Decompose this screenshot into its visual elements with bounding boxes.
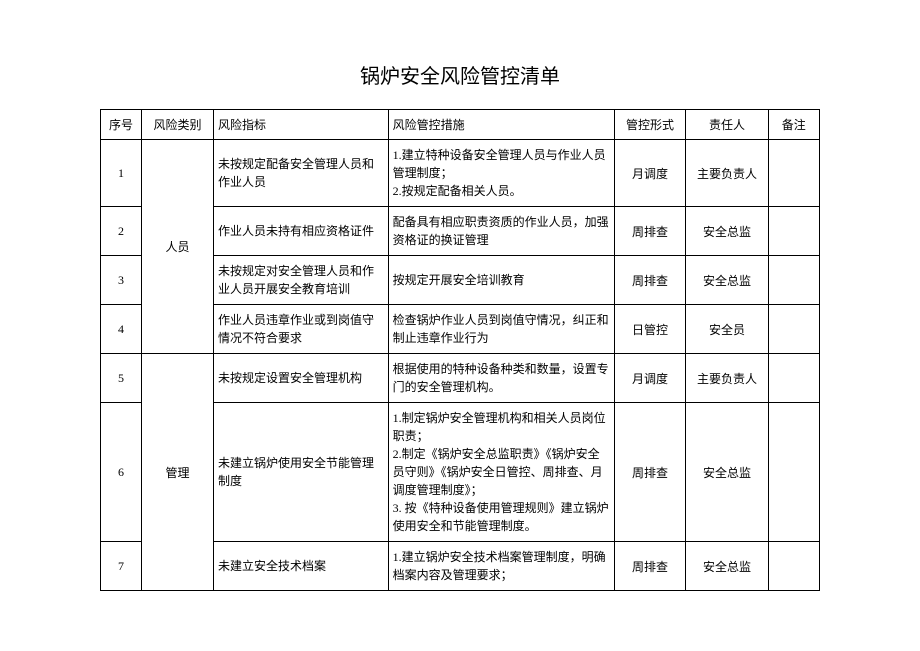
cell-seq: 6 xyxy=(101,403,142,542)
header-seq: 序号 xyxy=(101,110,142,140)
cell-note xyxy=(768,354,819,403)
cell-category-personnel: 人员 xyxy=(142,140,214,354)
cell-person: 安全总监 xyxy=(686,542,768,591)
cell-measure: 按规定开展安全培训教育 xyxy=(388,256,614,305)
cell-form: 月调度 xyxy=(614,140,686,207)
risk-control-table: 序号 风险类别 风险指标 风险管控措施 管控形式 责任人 备注 1 人员 未按规… xyxy=(100,109,820,591)
cell-seq: 7 xyxy=(101,542,142,591)
cell-seq: 4 xyxy=(101,305,142,354)
header-person: 责任人 xyxy=(686,110,768,140)
cell-note xyxy=(768,207,819,256)
cell-form: 月调度 xyxy=(614,354,686,403)
cell-form: 周排查 xyxy=(614,207,686,256)
cell-person: 安全总监 xyxy=(686,207,768,256)
cell-seq: 5 xyxy=(101,354,142,403)
cell-measure: 检查锅炉作业人员到岗值守情况，纠正和制止违章作业行为 xyxy=(388,305,614,354)
cell-form: 周排查 xyxy=(614,256,686,305)
cell-form: 周排查 xyxy=(614,403,686,542)
cell-note xyxy=(768,305,819,354)
cell-measure: 根据使用的特种设备种类和数量，设置专门的安全管理机构。 xyxy=(388,354,614,403)
cell-form: 周排查 xyxy=(614,542,686,591)
cell-person: 主要负责人 xyxy=(686,140,768,207)
cell-measure: 1.建立特种设备安全管理人员与作业人员管理制度；2.按规定配备相关人员。 xyxy=(388,140,614,207)
cell-measure: 1.建立锅炉安全技术档案管理制度，明确档案内容及管理要求； xyxy=(388,542,614,591)
cell-measure: 1.制定锅炉安全管理机构和相关人员岗位职责；2.制定《锅炉安全总监职责》《锅炉安… xyxy=(388,403,614,542)
cell-measure: 配备具有相应职责资质的作业人员，加强资格证的换证管理 xyxy=(388,207,614,256)
header-note: 备注 xyxy=(768,110,819,140)
cell-indicator: 未建立锅炉使用安全节能管理制度 xyxy=(213,403,388,542)
cell-category-management: 管理 xyxy=(142,354,214,591)
cell-note xyxy=(768,403,819,542)
table-header-row: 序号 风险类别 风险指标 风险管控措施 管控形式 责任人 备注 xyxy=(101,110,820,140)
table-row: 1 人员 未按规定配备安全管理人员和作业人员 1.建立特种设备安全管理人员与作业… xyxy=(101,140,820,207)
table-row: 5 管理 未按规定设置安全管理机构 根据使用的特种设备种类和数量，设置专门的安全… xyxy=(101,354,820,403)
cell-indicator: 作业人员未持有相应资格证件 xyxy=(213,207,388,256)
cell-note xyxy=(768,542,819,591)
cell-form: 日管控 xyxy=(614,305,686,354)
header-category: 风险类别 xyxy=(142,110,214,140)
header-form: 管控形式 xyxy=(614,110,686,140)
cell-indicator: 未按规定对安全管理人员和作业人员开展安全教育培训 xyxy=(213,256,388,305)
cell-seq: 1 xyxy=(101,140,142,207)
header-measure: 风险管控措施 xyxy=(388,110,614,140)
cell-person: 安全员 xyxy=(686,305,768,354)
cell-person: 安全总监 xyxy=(686,256,768,305)
page-title: 锅炉安全风险管控清单 xyxy=(100,60,820,89)
cell-person: 安全总监 xyxy=(686,403,768,542)
header-indicator: 风险指标 xyxy=(213,110,388,140)
cell-indicator: 作业人员违章作业或到岗值守情况不符合要求 xyxy=(213,305,388,354)
cell-indicator: 未按规定配备安全管理人员和作业人员 xyxy=(213,140,388,207)
cell-seq: 2 xyxy=(101,207,142,256)
cell-indicator: 未按规定设置安全管理机构 xyxy=(213,354,388,403)
cell-note xyxy=(768,140,819,207)
cell-indicator: 未建立安全技术档案 xyxy=(213,542,388,591)
cell-note xyxy=(768,256,819,305)
cell-person: 主要负责人 xyxy=(686,354,768,403)
cell-seq: 3 xyxy=(101,256,142,305)
